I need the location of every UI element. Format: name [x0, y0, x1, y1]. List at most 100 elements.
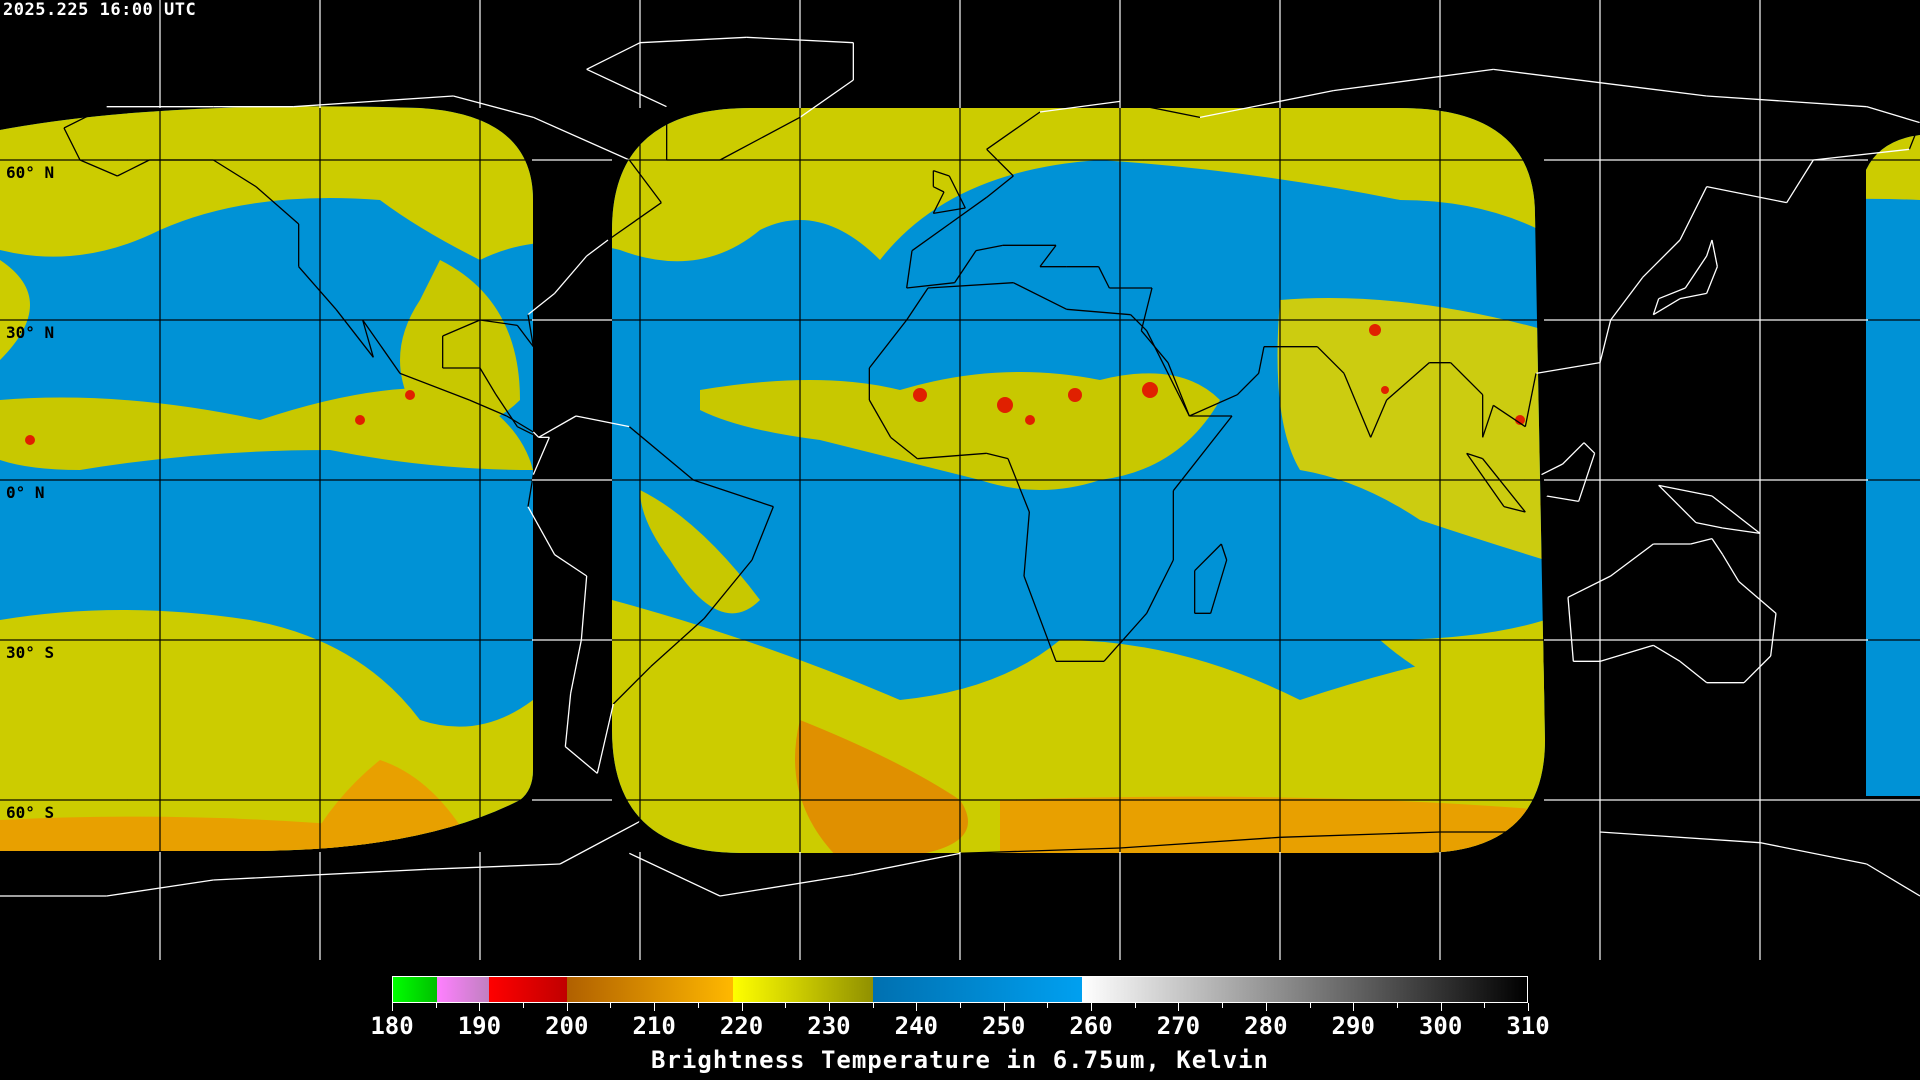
coastline-north-america: [298, 266, 337, 310]
coastline-australia: [1567, 597, 1574, 662]
coastline-south-america: [703, 559, 753, 620]
coastline-south-america: [564, 746, 598, 774]
coastline-south-america: [596, 703, 614, 774]
coastline-eurasia: [1535, 362, 1601, 374]
coastline-japan: [1658, 287, 1686, 300]
coastline-eurasia: [1610, 276, 1644, 321]
coastline-australia: [1738, 580, 1777, 614]
coastline-north-america: [516, 324, 534, 348]
coastline-africa: [986, 452, 1009, 460]
coastline-uk: [959, 197, 966, 209]
coastline-eurasia: [948, 196, 988, 225]
coastline-eurasia: [1199, 90, 1334, 118]
coastline-new-guinea: [1658, 484, 1713, 497]
coastline-antarctica: [719, 874, 854, 897]
coastline-eurasia: [1140, 287, 1153, 331]
coastline-new-guinea: [1711, 495, 1761, 534]
coastline-eurasia: [1236, 372, 1260, 396]
coastlines: [0, 36, 1920, 897]
coastline-eurasia: [1524, 373, 1537, 427]
coastline-north-america: [63, 127, 81, 161]
coastline-eurasia: [986, 175, 1014, 198]
coastline-new-guinea: [1722, 527, 1761, 534]
coastline-antarctica: [1279, 831, 1441, 838]
coastline-eurasia: [954, 250, 977, 284]
coastline-eurasia: [1316, 346, 1345, 374]
coastline-eurasia: [1343, 373, 1372, 438]
coastline-south-america: [575, 415, 630, 428]
coastline-antarctica: [853, 852, 961, 876]
coastline-africa: [1013, 282, 1067, 310]
coastline-greenland: [719, 116, 801, 161]
coastline-eurasia: [975, 244, 1003, 252]
coastline-south-america: [532, 437, 550, 475]
coastline-north-america: [628, 159, 662, 204]
coastline-north-america: [469, 399, 507, 417]
coastline-eurasia: [1642, 239, 1681, 278]
coastline-antarctica: [1759, 842, 1867, 865]
coastline-borneo: [1562, 442, 1585, 465]
coastline-uk: [933, 186, 945, 193]
coastline-north-america: [479, 367, 497, 396]
coastline-antarctica: [1866, 863, 1920, 897]
coastline-eurasia: [1140, 330, 1169, 364]
coastline-eurasia: [1706, 95, 1867, 108]
coastline-north-america: [495, 394, 518, 428]
coastline-antarctica: [559, 820, 641, 865]
coastline-south-america: [538, 415, 577, 438]
coastline-australia: [1599, 644, 1654, 662]
coastline-eurasia: [1039, 244, 1057, 268]
coastline-north-america: [212, 159, 257, 188]
coastline-north-america: [517, 426, 539, 438]
coastline-uk: [948, 175, 961, 198]
coastline-eurasia: [1258, 346, 1265, 374]
coastline-eurasia: [1599, 319, 1612, 363]
coastline-eurasia: [986, 111, 1041, 150]
coastline-eurasia: [1450, 362, 1484, 396]
coastline-north-america: [527, 292, 556, 316]
coastline-borneo: [1546, 495, 1579, 502]
coastline-japan: [1684, 255, 1708, 289]
coastline-north-america: [506, 415, 534, 433]
coastline-japan: [1652, 298, 1660, 315]
coastline-south-america: [612, 666, 652, 705]
coastline-australia: [1770, 613, 1777, 657]
coastline-uk: [932, 191, 945, 214]
coastline-new-guinea: [1658, 484, 1697, 524]
coastline-africa: [1103, 612, 1148, 662]
coastline-eurasia: [1039, 100, 1121, 113]
coastline-australia: [1690, 538, 1713, 545]
coastline-north-america: [554, 255, 588, 294]
coastline-africa: [1023, 575, 1057, 662]
coastline-sumatra: [1482, 458, 1526, 513]
coastline-australia: [1711, 538, 1724, 556]
coastline-africa: [917, 452, 987, 460]
coastline-eurasia: [1813, 148, 1910, 161]
coastline-eurasia: [1167, 362, 1190, 417]
coastline-antarctica: [1599, 831, 1761, 844]
coastline-north-america: [63, 106, 107, 129]
coastline-africa: [1007, 458, 1030, 513]
coastline-japan: [1706, 266, 1718, 294]
coastline-eurasia: [1492, 404, 1526, 428]
coastline-japan: [1652, 298, 1681, 316]
coastline-japan: [1679, 292, 1707, 300]
coastline-new-guinea: [1695, 522, 1723, 529]
coastline-north-america: [399, 372, 470, 401]
coastline-eurasia: [1866, 106, 1920, 124]
coastline-eurasia: [1679, 186, 1708, 241]
coastline-australia: [1679, 660, 1708, 684]
coastline-greenland: [799, 79, 854, 118]
coastline-sumatra: [1466, 452, 1483, 460]
coastline-eurasia: [1098, 266, 1110, 289]
coastline-north-america: [117, 159, 150, 177]
coastline-south-america: [527, 506, 556, 555]
coastline-africa: [1130, 314, 1148, 332]
coastline-australia: [1567, 575, 1611, 598]
coastline-japan: [1711, 239, 1718, 267]
coastline-eurasia: [1189, 394, 1238, 417]
coastline-madagascar: [1194, 543, 1222, 572]
coastline-antarctica: [426, 863, 561, 870]
coastline-australia: [1743, 655, 1772, 684]
coastline-eurasia: [1706, 186, 1787, 204]
